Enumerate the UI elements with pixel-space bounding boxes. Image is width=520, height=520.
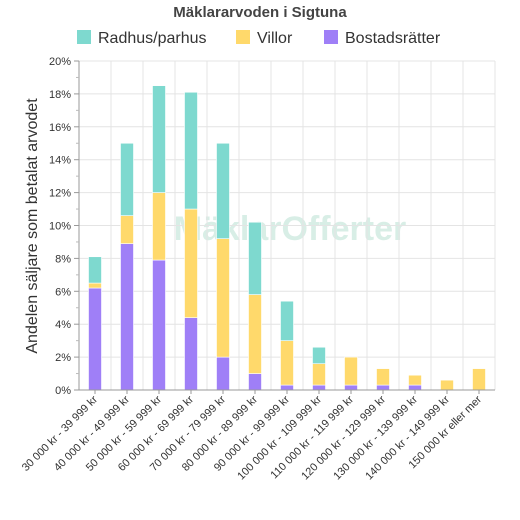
bar-segment bbox=[120, 215, 134, 244]
bar-segment bbox=[88, 282, 102, 289]
bar-segment bbox=[184, 91, 198, 210]
bar-segment bbox=[280, 384, 294, 391]
y-tick-label: 2% bbox=[55, 352, 71, 364]
bar-segment bbox=[344, 384, 358, 391]
bar-segment bbox=[88, 287, 102, 391]
bar-segment bbox=[216, 238, 230, 358]
y-tick-label: 14% bbox=[49, 155, 71, 167]
legend-label: Villor bbox=[257, 30, 293, 47]
bar-segment bbox=[312, 363, 326, 386]
legend-label: Bostadsrätter bbox=[345, 30, 441, 47]
chart-title: Mäklararvoden i Sigtuna bbox=[173, 4, 347, 21]
y-tick-label: 0% bbox=[55, 385, 71, 397]
bar-segment bbox=[248, 294, 262, 374]
watermark: MäklarOfferter bbox=[174, 210, 406, 248]
y-tick-label: 16% bbox=[49, 122, 71, 134]
y-tick-label: 18% bbox=[49, 89, 71, 101]
y-tick-labels: 0% 2% 4% 6% 8% 10% 12% 14% 16% 18% 20% bbox=[49, 56, 79, 397]
bar-segment bbox=[312, 384, 326, 391]
bar-segment bbox=[248, 221, 262, 295]
y-axis-label: Andelen säljare som betalat arvodet bbox=[24, 98, 41, 354]
bar-segment bbox=[216, 142, 230, 239]
legend-swatch bbox=[324, 30, 338, 44]
bar-segment bbox=[408, 374, 422, 386]
legend-swatch bbox=[236, 30, 250, 44]
bar-segment bbox=[472, 368, 486, 391]
bar-segment bbox=[152, 259, 166, 391]
bar-segment bbox=[280, 340, 294, 386]
bar-segment bbox=[216, 356, 230, 391]
bars bbox=[88, 85, 486, 391]
y-tick-label: 20% bbox=[49, 56, 71, 68]
bar-segment bbox=[184, 317, 198, 391]
bar-segment bbox=[152, 192, 166, 261]
legend: Radhus/parhus Villor Bostadsrätter bbox=[77, 30, 441, 47]
y-tick-label: 10% bbox=[49, 221, 71, 233]
legend-item: Bostadsrätter bbox=[324, 30, 441, 47]
y-tick-label: 8% bbox=[55, 253, 71, 265]
watermark-text: MäklarOfferter bbox=[174, 210, 406, 248]
bar-segment bbox=[184, 208, 198, 318]
legend-swatch bbox=[77, 30, 91, 44]
bar-segment bbox=[408, 384, 422, 391]
legend-item: Radhus/parhus bbox=[77, 30, 207, 47]
bar-segment bbox=[376, 368, 390, 386]
legend-item: Villor bbox=[236, 30, 293, 47]
bar-segment bbox=[440, 379, 454, 391]
y-tick-label: 12% bbox=[49, 188, 71, 200]
y-tick-label: 6% bbox=[55, 286, 71, 298]
bar-segment bbox=[344, 356, 358, 386]
bar-segment bbox=[248, 373, 262, 391]
bar-segment bbox=[152, 85, 166, 193]
bar-segment bbox=[312, 346, 326, 364]
bar-segment bbox=[88, 256, 102, 284]
y-tick-label: 4% bbox=[55, 319, 71, 331]
legend-label: Radhus/parhus bbox=[98, 30, 207, 47]
bar-segment bbox=[376, 384, 390, 391]
bar-segment bbox=[120, 142, 134, 216]
bar-segment bbox=[280, 300, 294, 341]
bar-segment bbox=[120, 243, 134, 391]
